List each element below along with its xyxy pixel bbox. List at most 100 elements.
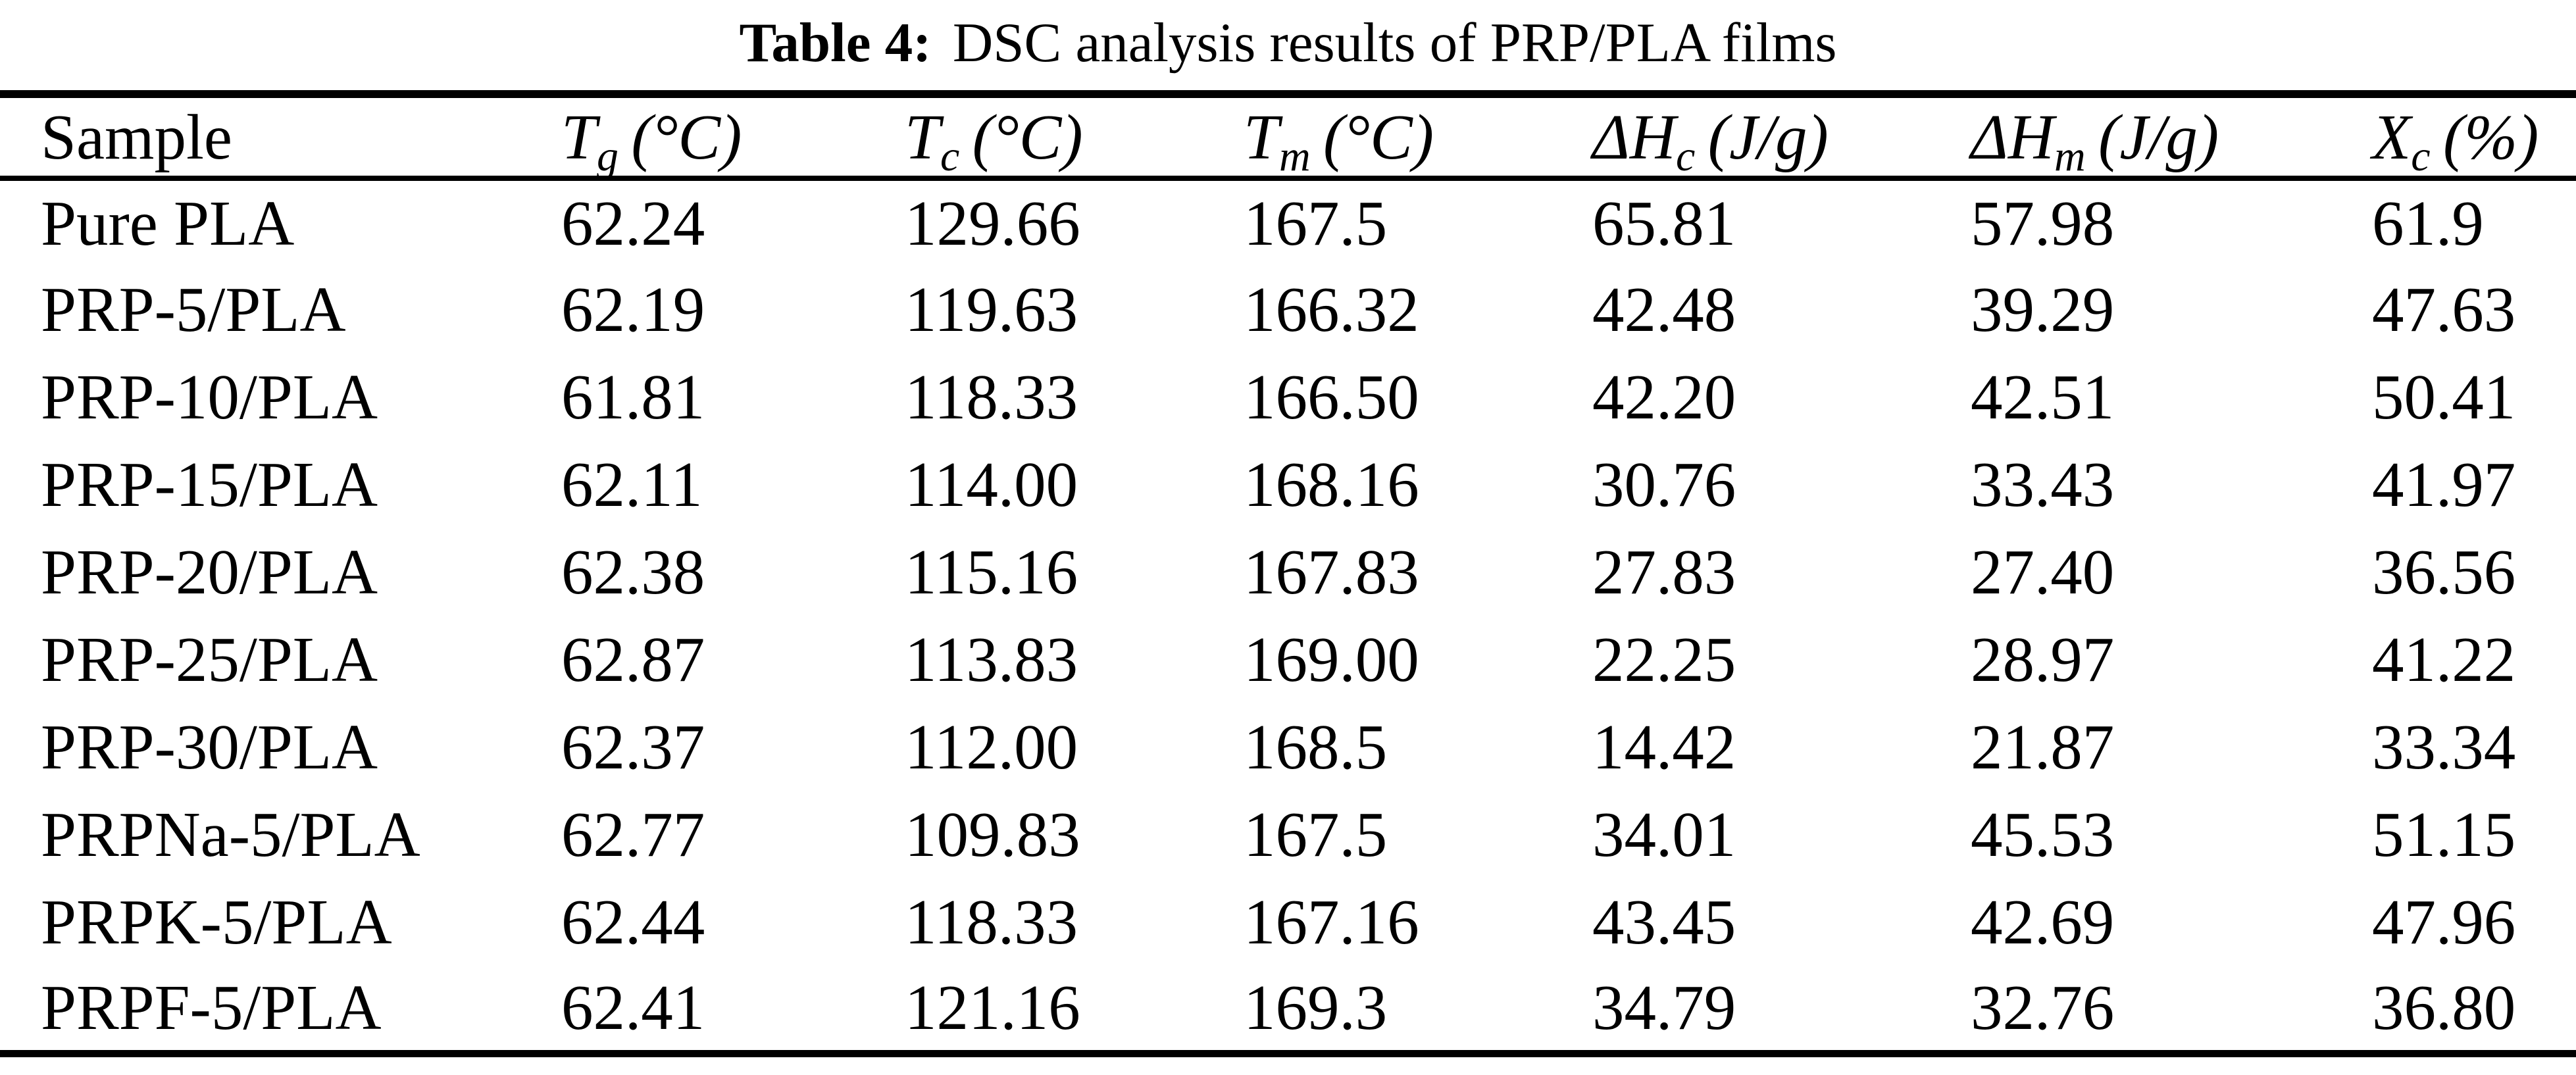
cell-dhm: 45.53 xyxy=(1971,799,2115,870)
table-row: PRP-25/PLA 62.87 113.83 169.00 22.25 28.97 41.… xyxy=(0,616,2576,703)
header-subscript: m xyxy=(1278,132,1311,180)
cell-tc: 114.00 xyxy=(905,449,1078,520)
cell-tm: 169.3 xyxy=(1244,972,1388,1043)
header-unit: (J/g) xyxy=(1707,101,1829,172)
table-row: PRP-30/PLA 62.37 112.00 168.5 14.42 21.87 33.3… xyxy=(0,703,2576,791)
header-unit: (J/g) xyxy=(2098,101,2219,172)
col-header-tm: Tm (°C) xyxy=(1244,94,1592,178)
header-unit: (°C) xyxy=(631,101,742,172)
cell-sample: PRP-20/PLA xyxy=(41,537,378,607)
cell-xc: 36.56 xyxy=(2372,537,2516,607)
cell-tm: 166.50 xyxy=(1244,362,1419,432)
header-symbol: Xc xyxy=(2372,101,2431,180)
cell-tm: 167.16 xyxy=(1244,887,1419,957)
cell-tm: 167.5 xyxy=(1244,188,1388,259)
header-subscript: m xyxy=(2054,132,2086,180)
table-caption-text: DSC analysis results of PRP/PLA films xyxy=(952,12,1837,74)
cell-tm: 168.16 xyxy=(1244,449,1419,520)
cell-dhc: 22.25 xyxy=(1592,624,1736,695)
cell-xc: 50.41 xyxy=(2372,362,2516,432)
cell-dhm: 32.76 xyxy=(1971,972,2115,1043)
header-unit: (°C) xyxy=(1323,101,1434,172)
table-row: PRP-10/PLA 61.81 118.33 166.50 42.20 42.51 50.… xyxy=(0,353,2576,441)
cell-tg: 62.44 xyxy=(561,887,705,957)
table-header-row: Sample Tg (°C) Tc (°C) Tm (°C) ΔHc (J/g) ΔHm (J/g)… xyxy=(0,94,2576,178)
cell-dhm: 27.40 xyxy=(1971,537,2115,607)
cell-tc: 112.00 xyxy=(905,712,1078,782)
cell-tg: 62.11 xyxy=(561,449,703,520)
cell-sample: PRP-25/PLA xyxy=(41,624,378,695)
header-subscript: c xyxy=(1675,132,1696,180)
cell-tg: 62.24 xyxy=(561,188,705,259)
cell-dhm: 57.98 xyxy=(1971,188,2115,259)
cell-sample: PRPK-5/PLA xyxy=(41,887,392,957)
cell-xc: 36.80 xyxy=(2372,972,2516,1043)
cell-sample: PRP-5/PLA xyxy=(41,274,346,345)
cell-tc: 121.16 xyxy=(905,972,1080,1043)
cell-tm: 167.5 xyxy=(1244,799,1388,870)
cell-tm: 166.32 xyxy=(1244,274,1419,345)
header-symbol: Tc xyxy=(905,101,960,180)
dsc-results-table: Sample Tg (°C) Tc (°C) Tm (°C) ΔHc (J/g) ΔHm (J/g)… xyxy=(0,90,2576,1057)
cell-dhc: 14.42 xyxy=(1592,712,1736,782)
col-header-tg: Tg (°C) xyxy=(561,94,905,178)
cell-xc: 41.97 xyxy=(2372,449,2516,520)
cell-xc: 47.96 xyxy=(2372,887,2516,957)
cell-sample: PRPF-5/PLA xyxy=(41,972,382,1043)
col-header-sample: Sample xyxy=(41,101,232,172)
cell-dhc: 34.79 xyxy=(1592,972,1736,1043)
cell-xc: 47.63 xyxy=(2372,274,2516,345)
cell-tg: 61.81 xyxy=(561,362,705,432)
cell-dhc: 42.20 xyxy=(1592,362,1736,432)
col-header-tc: Tc (°C) xyxy=(905,94,1244,178)
cell-xc: 33.34 xyxy=(2372,712,2516,782)
table-row: PRP-20/PLA 62.38 115.16 167.83 27.83 27.40 36.… xyxy=(0,528,2576,616)
cell-tm: 169.00 xyxy=(1244,624,1419,695)
cell-xc: 61.9 xyxy=(2372,188,2484,259)
cell-tg: 62.87 xyxy=(561,624,705,695)
cell-sample: PRP-15/PLA xyxy=(41,449,378,520)
cell-sample: PRPNa-5/PLA xyxy=(41,799,420,870)
table-row: PRP-15/PLA 62.11 114.00 168.16 30.76 33.43 41.… xyxy=(0,441,2576,528)
cell-tg: 62.37 xyxy=(561,712,705,782)
cell-tc: 118.33 xyxy=(905,887,1078,957)
cell-tc: 129.66 xyxy=(905,188,1080,259)
cell-dhc: 30.76 xyxy=(1592,449,1736,520)
cell-dhm: 39.29 xyxy=(1971,274,2115,345)
col-header-dhc: ΔHc (J/g) xyxy=(1592,94,1971,178)
cell-dhc: 27.83 xyxy=(1592,537,1736,607)
table-caption: Table 4: DSC analysis results of PRP/PLA … xyxy=(0,0,2576,86)
cell-dhc: 43.45 xyxy=(1592,887,1736,957)
cell-tc: 115.16 xyxy=(905,537,1078,607)
cell-tg: 62.77 xyxy=(561,799,705,870)
header-unit: (%) xyxy=(2442,101,2539,172)
cell-tc: 109.83 xyxy=(905,799,1080,870)
header-subscript: c xyxy=(2411,132,2431,180)
table-row: PRPK-5/PLA 62.44 118.33 167.16 43.45 42.69 47.… xyxy=(0,878,2576,966)
header-symbol: Tg xyxy=(561,101,619,180)
table-row: PRP-5/PLA 62.19 119.63 166.32 42.48 39.29 47.6… xyxy=(0,266,2576,353)
header-unit: (°C) xyxy=(972,101,1083,172)
table-row: PRPF-5/PLA 62.41 121.16 169.3 34.79 32.76 36.8… xyxy=(0,966,2576,1053)
cell-tc: 113.83 xyxy=(905,624,1078,695)
cell-dhm: 42.51 xyxy=(1971,362,2115,432)
cell-tc: 119.63 xyxy=(905,274,1078,345)
cell-dhm: 28.97 xyxy=(1971,624,2115,695)
header-subscript: g xyxy=(596,132,619,180)
header-symbol: Tm xyxy=(1244,101,1311,180)
cell-dhm: 42.69 xyxy=(1971,887,2115,957)
header-symbol: ΔHc xyxy=(1592,101,1696,180)
cell-tg: 62.38 xyxy=(561,537,705,607)
col-header-xc: Xc (%) xyxy=(2372,94,2576,178)
header-symbol: ΔHm xyxy=(1971,101,2086,180)
table-row: Pure PLA 62.24 129.66 167.5 65.81 57.98 61.9 xyxy=(0,178,2576,266)
cell-tg: 62.19 xyxy=(561,274,705,345)
cell-tg: 62.41 xyxy=(561,972,705,1043)
cell-tm: 168.5 xyxy=(1244,712,1388,782)
header-subscript: c xyxy=(940,132,960,180)
cell-sample: PRP-30/PLA xyxy=(41,712,378,782)
cell-sample: PRP-10/PLA xyxy=(41,362,378,432)
table-caption-label: Table 4: xyxy=(739,12,932,74)
cell-tm: 167.83 xyxy=(1244,537,1419,607)
